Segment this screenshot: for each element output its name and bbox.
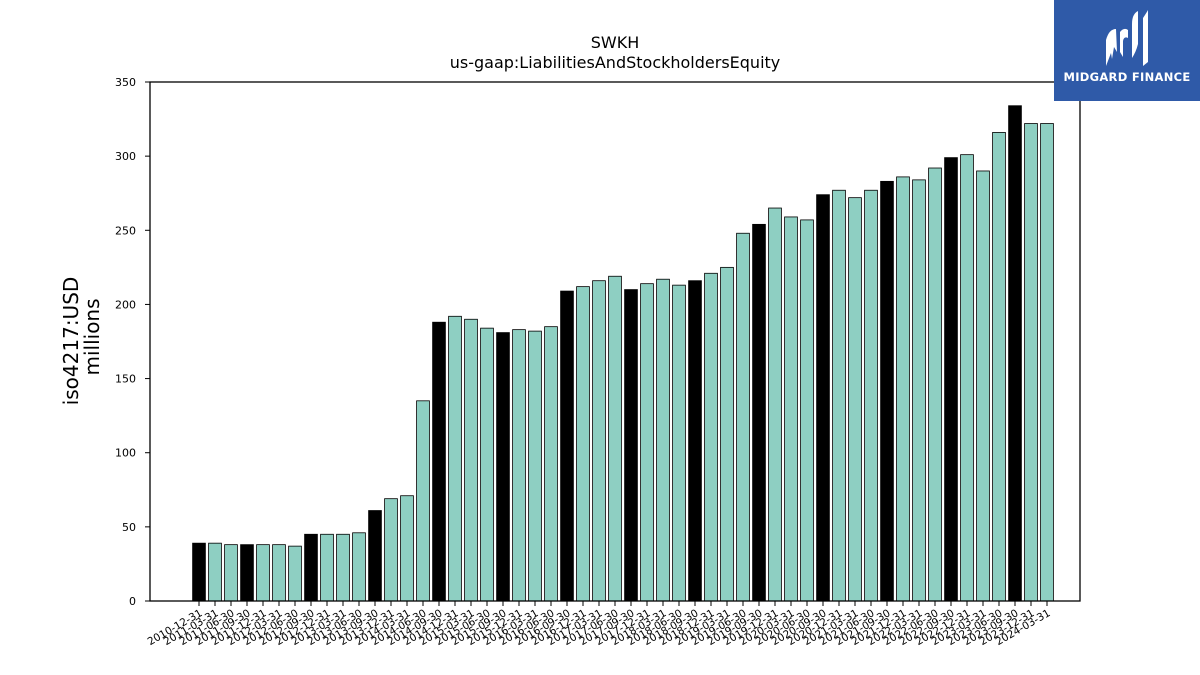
bar	[480, 327, 494, 602]
bar	[928, 167, 942, 602]
bar	[528, 330, 542, 602]
bar	[1024, 123, 1038, 602]
bar	[416, 400, 430, 602]
bar	[448, 315, 462, 602]
bar	[704, 272, 718, 602]
bar	[304, 533, 318, 602]
bar	[336, 533, 350, 602]
bar	[720, 266, 734, 602]
bar	[832, 189, 846, 602]
y-tick-label: 0	[129, 595, 136, 608]
y-tick-label: 100	[115, 447, 136, 460]
bar	[800, 219, 814, 602]
bar	[384, 498, 398, 602]
bar	[400, 495, 414, 602]
chart-title: SWKH	[591, 33, 640, 52]
bar	[960, 154, 974, 602]
bar	[752, 223, 766, 602]
bar	[736, 232, 750, 602]
bar	[768, 207, 782, 602]
bar	[880, 180, 894, 602]
bar	[896, 176, 910, 602]
bar	[464, 318, 478, 602]
y-axis-label: iso4217:USD	[59, 277, 83, 406]
plot-frame	[149, 81, 1081, 602]
bar	[256, 544, 270, 602]
y-tick-label: 50	[122, 521, 136, 534]
bar	[352, 532, 366, 602]
bar	[224, 544, 238, 602]
bar	[496, 332, 510, 602]
bar	[544, 326, 558, 602]
bar	[672, 284, 686, 602]
bar	[848, 197, 862, 602]
bar	[288, 545, 302, 602]
bar	[240, 544, 254, 602]
bar	[640, 283, 654, 602]
bar	[576, 286, 590, 602]
y-tick-label: 200	[115, 298, 136, 311]
bar	[320, 533, 334, 602]
midgard-finance-logo: MIDGARD FINANCE	[1054, 0, 1200, 101]
bar	[560, 290, 574, 602]
bar	[688, 280, 702, 602]
bar	[992, 132, 1006, 602]
y-tick-label: 350	[115, 76, 136, 89]
bar	[192, 542, 206, 602]
bar	[976, 170, 990, 602]
bar	[432, 321, 446, 602]
chart-subtitle: us-gaap:LiabilitiesAndStockholdersEquity	[450, 53, 781, 72]
bars-group	[192, 105, 1054, 602]
y-tick-label: 250	[115, 224, 136, 237]
bar	[912, 179, 926, 602]
bar	[608, 275, 622, 602]
bar	[784, 216, 798, 602]
x-ticks-group: 2010-12-312011-03-312011-06-302011-09-30…	[146, 601, 1053, 648]
y-tick-label: 300	[115, 150, 136, 163]
y-axis-unit: millions	[80, 298, 104, 375]
y-tick-label: 150	[115, 373, 136, 386]
bar	[512, 329, 526, 602]
midgard-logo-icon	[1106, 10, 1148, 66]
bar	[656, 278, 670, 602]
bar	[944, 157, 958, 602]
bar	[592, 280, 606, 602]
bar	[272, 544, 286, 602]
bar	[1008, 105, 1022, 602]
bar	[1040, 123, 1054, 602]
y-ticks-group: 0 50 100 150 200 250 300 350	[115, 76, 150, 608]
bar	[816, 194, 830, 602]
bar	[208, 542, 222, 602]
bar	[624, 289, 638, 602]
bar	[864, 189, 878, 602]
bar	[368, 510, 382, 602]
logo-text: MIDGARD FINANCE	[1063, 70, 1191, 84]
